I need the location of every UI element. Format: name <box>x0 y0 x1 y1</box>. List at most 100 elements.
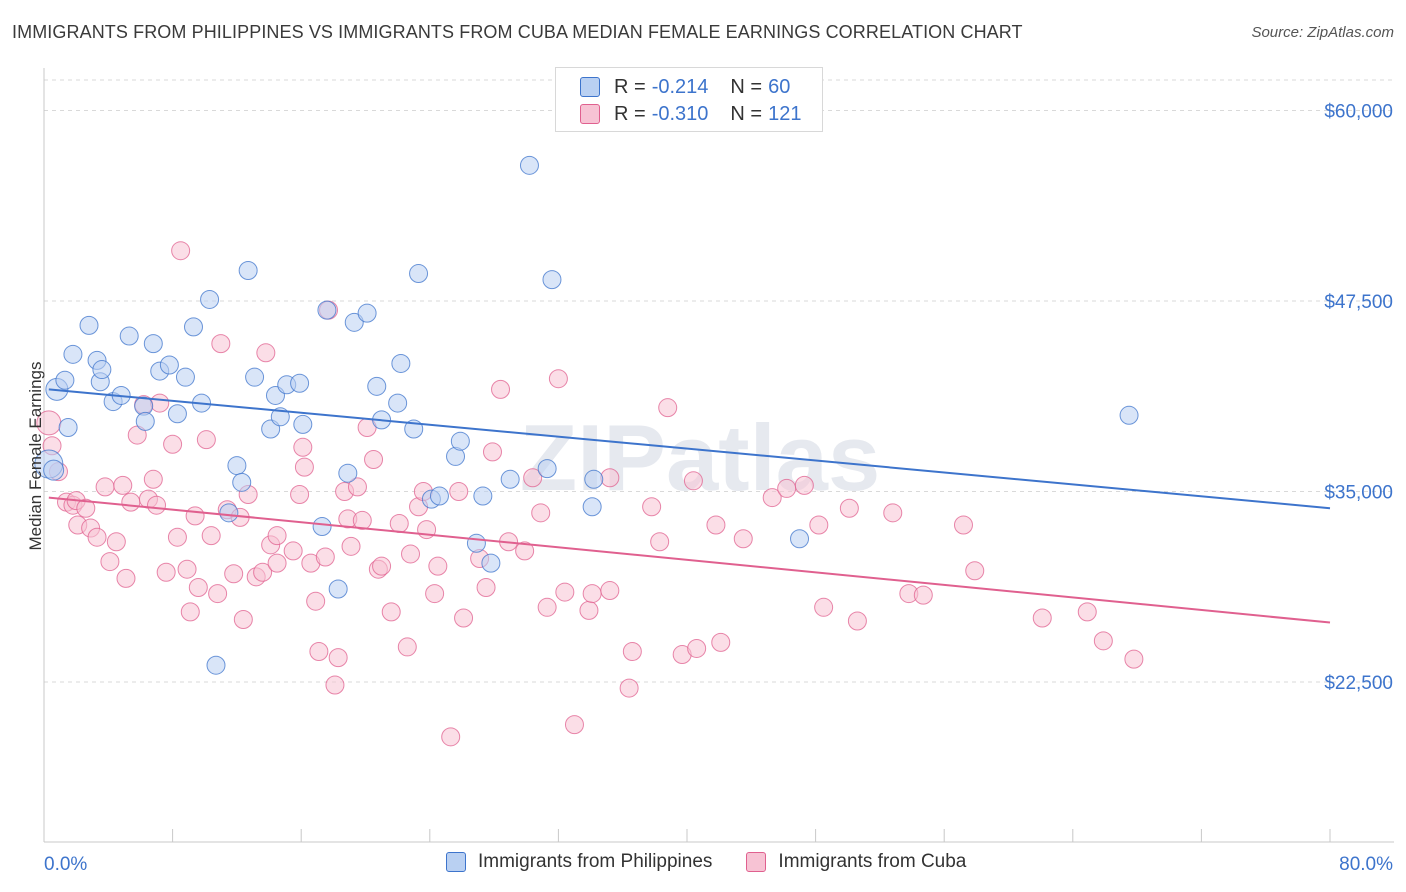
point-cuba <box>267 526 287 546</box>
point-cuba <box>523 468 543 488</box>
point-cuba <box>87 527 107 547</box>
point-cuba <box>211 334 231 354</box>
point-cuba <box>253 562 273 582</box>
point-philippines <box>167 404 187 424</box>
point-cuba <box>389 513 409 533</box>
point-cuba <box>283 541 303 561</box>
series-label-cuba: Immigrants from Cuba <box>778 851 967 872</box>
point-philippines <box>344 312 364 332</box>
point-cuba <box>208 584 228 604</box>
point-cuba <box>163 434 183 454</box>
point-philippines <box>43 459 65 481</box>
point-cuba <box>600 581 620 601</box>
point-cuba <box>171 241 191 261</box>
point-philippines <box>312 517 332 537</box>
series-legend: Immigrants from Philippines Immigrants f… <box>446 851 1000 873</box>
point-cuba <box>777 478 797 498</box>
point-philippines <box>58 417 78 437</box>
point-philippines <box>473 486 493 506</box>
point-philippines <box>238 261 258 280</box>
point-cuba <box>306 591 326 611</box>
y-tick-label: $60,000 <box>1324 101 1393 122</box>
legend-swatch-philippines <box>580 77 600 97</box>
point-cuba <box>454 608 474 628</box>
x-tick-label: 0.0% <box>44 854 87 875</box>
point-cuba <box>548 369 568 389</box>
series-swatch-philippines <box>446 852 466 872</box>
series-swatch-cuba <box>746 852 767 872</box>
series-legend-cuba[interactable]: Immigrants from Cuba <box>746 851 966 873</box>
legend-r-value: -0.310 <box>651 102 709 125</box>
point-cuba <box>100 552 120 572</box>
point-cuba <box>579 600 599 620</box>
points-layer <box>34 155 1144 747</box>
point-cuba <box>482 442 502 462</box>
point-philippines <box>357 303 377 323</box>
point-philippines <box>63 344 83 364</box>
point-cuba <box>794 475 814 495</box>
point-cuba <box>1093 631 1113 651</box>
point-philippines <box>92 360 112 380</box>
point-cuba <box>428 556 448 576</box>
chart-title: IMMIGRANTS FROM PHILIPPINES VS IMMIGRANT… <box>12 22 1023 42</box>
series-legend-philippines[interactable]: Immigrants from Philippines <box>446 851 712 873</box>
point-philippines <box>328 579 348 599</box>
legend-row-philippines: R = -0.214 N = 60 <box>580 74 790 100</box>
point-philippines <box>391 353 411 373</box>
x-tick-label: 80.0% <box>1339 854 1393 875</box>
point-cuba <box>531 503 551 523</box>
source-label: Source: ZipAtlas.com <box>1251 24 1394 41</box>
point-cuba <box>156 562 176 582</box>
point-cuba <box>147 495 167 515</box>
point-philippines <box>219 503 239 523</box>
point-cuba <box>309 642 329 661</box>
point-philippines <box>227 456 247 476</box>
point-cuba <box>762 488 782 508</box>
point-cuba <box>883 503 903 523</box>
point-cuba <box>106 532 126 552</box>
point-cuba <box>364 449 384 469</box>
point-philippines <box>55 370 75 390</box>
legend-r-label: R = <box>614 102 646 125</box>
legend-n-label: N = <box>730 75 763 98</box>
point-cuba <box>352 510 372 530</box>
point-philippines <box>270 407 290 427</box>
point-cuba <box>441 727 461 747</box>
point-philippines <box>232 472 252 492</box>
point-philippines <box>450 431 470 451</box>
point-cuba <box>196 430 216 450</box>
point-cuba <box>619 678 639 698</box>
point-cuba <box>397 637 417 657</box>
point-cuba <box>537 597 557 617</box>
point-philippines <box>409 264 429 284</box>
point-cuba <box>341 536 361 556</box>
point-cuba <box>381 602 401 622</box>
point-philippines <box>500 469 520 489</box>
point-cuba <box>121 492 141 512</box>
point-philippines <box>293 414 313 434</box>
point-cuba <box>687 638 707 658</box>
point-cuba <box>177 559 197 579</box>
point-cuba <box>706 515 726 535</box>
point-cuba <box>515 541 535 561</box>
legend-r-label: R = <box>614 75 646 98</box>
y-tick-label: $35,000 <box>1324 482 1393 503</box>
point-philippines <box>429 486 449 506</box>
y-tick-label: $22,500 <box>1324 673 1393 694</box>
point-philippines <box>79 315 99 335</box>
legend-swatch-cuba <box>580 104 600 124</box>
point-cuba <box>328 648 348 668</box>
legend-n-value: 121 <box>768 102 802 125</box>
point-cuba <box>642 497 662 517</box>
point-philippines <box>183 317 203 337</box>
point-cuba <box>95 477 115 497</box>
point-cuba <box>564 715 584 735</box>
point-cuba <box>143 469 163 489</box>
label-layer: $22,500 $35,000 $47,500 $60,000 0.0% 80.0% <box>44 101 1393 875</box>
point-cuba <box>425 584 445 604</box>
point-cuba <box>233 609 253 629</box>
point-philippines <box>388 393 408 413</box>
correlation-legend: R = -0.214 N = 60 R = -0.310 N = 121 <box>555 67 823 132</box>
point-cuba <box>965 561 985 581</box>
